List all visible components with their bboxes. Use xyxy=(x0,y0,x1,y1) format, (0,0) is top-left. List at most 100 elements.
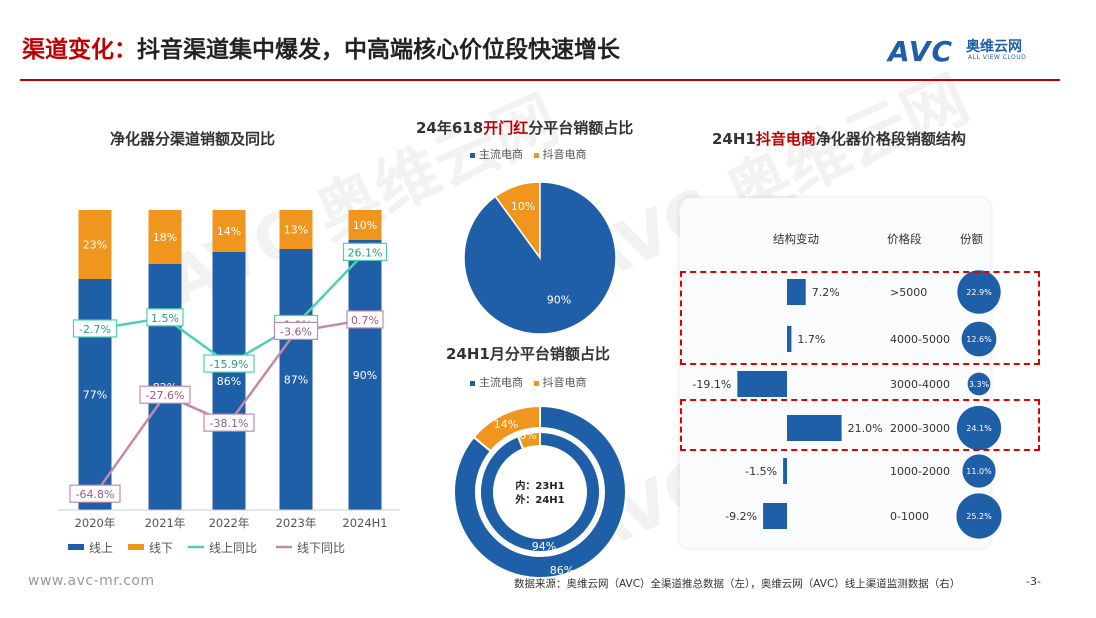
bar-label: 13% xyxy=(284,224,308,237)
change-bar xyxy=(783,458,787,484)
share-label: 24.1% xyxy=(966,424,992,433)
price-segment-label: 4000-5000 xyxy=(890,333,950,346)
change-bar xyxy=(787,326,792,352)
chart2-title: 24年618开门红分平台销额占比 xyxy=(416,117,633,138)
donut-slice xyxy=(453,404,627,579)
share-label: 22.9% xyxy=(966,288,992,297)
bar-online xyxy=(279,249,313,510)
legend-label: 线下 xyxy=(149,541,173,555)
logo-avc: AVC xyxy=(888,35,953,68)
yoy-label-box xyxy=(203,413,255,432)
change-label: 1.7% xyxy=(797,333,825,346)
chart4-title-part: 净化器价格段销额结构 xyxy=(815,130,966,148)
bar-label: 87% xyxy=(284,374,308,387)
logo-en: ALL VIEW CLOUD xyxy=(968,54,1027,61)
bar-label: 14% xyxy=(217,225,241,238)
legend-swatch xyxy=(533,152,539,158)
yoy-label-box xyxy=(342,242,388,261)
change-bar xyxy=(787,415,842,441)
donut-label: 14% xyxy=(494,418,518,431)
x-tick-label: 2021年 xyxy=(145,516,186,530)
bar-label: 10% xyxy=(353,219,377,232)
donut-label: 86% xyxy=(550,564,574,577)
yoy-label-box xyxy=(203,354,255,373)
header-price: 价格段 xyxy=(887,232,922,246)
chart2-legend: 主流电商 抖音电商 xyxy=(470,146,587,162)
header-change: 结构变动 xyxy=(773,232,819,246)
share-label: 11.0% xyxy=(966,467,992,476)
chart2-title-part: 分平台销额占比 xyxy=(528,119,634,137)
change-label: -9.2% xyxy=(725,510,757,523)
pie-slice xyxy=(463,181,617,335)
bar-offline xyxy=(212,210,246,252)
header-share: 份额 xyxy=(960,232,983,246)
legend-label: 主流电商 xyxy=(479,376,523,389)
share-bubble xyxy=(962,454,996,488)
x-tick-label: 2024H1 xyxy=(342,516,387,530)
donut-center-label: 外：24H1 xyxy=(514,493,564,506)
change-bar xyxy=(763,503,787,529)
bar-offline xyxy=(279,210,313,249)
legend-label: 线上同比 xyxy=(209,541,257,555)
page-title: 渠道变化：抖音渠道集中爆发，中高端核心价位段快速增长 xyxy=(22,30,620,64)
price-segment-label: 1000-2000 xyxy=(890,465,950,478)
chart1-title: 净化器分渠道销额及同比 xyxy=(110,130,276,148)
yoy-label-text: -2.7% xyxy=(79,323,111,336)
legend-swatch xyxy=(470,380,475,386)
yoy-label-text: -38.1% xyxy=(210,417,249,430)
logo-cn: 奥维云网 xyxy=(966,39,1022,55)
price-segment-label: >5000 xyxy=(890,286,927,299)
yoy-label: -15.9% xyxy=(203,354,255,373)
page-title-prefix: 渠道变化： xyxy=(22,37,137,63)
bar-online xyxy=(348,240,382,510)
bar-online xyxy=(78,279,112,510)
highlight-box-mid xyxy=(680,399,1040,451)
yoy-label: -3.6% xyxy=(273,321,319,340)
yoy-label: 26.1% xyxy=(342,242,388,261)
x-tick-label: 2023年 xyxy=(276,516,317,530)
chart1-legend: 线上 线下 线上同比 线下同比 xyxy=(68,541,345,555)
legend-label: 线下同比 xyxy=(297,541,345,555)
pie-label: 90% xyxy=(547,294,571,307)
yoy-label-text: -27.6% xyxy=(146,389,185,402)
change-label: -1.5% xyxy=(745,465,777,478)
chart4-title-part: 24H1 xyxy=(712,130,756,148)
bar-label: 77% xyxy=(83,389,107,402)
title-divider xyxy=(20,79,1060,81)
chart2-title-part: 24年618 xyxy=(416,119,484,137)
chart4-title: 24H1抖音电商净化器价格段销额结构 xyxy=(712,128,966,149)
legend-swatch xyxy=(470,152,475,158)
legend-swatch xyxy=(128,544,144,550)
price-panel xyxy=(680,198,990,548)
yoy-label-box xyxy=(146,308,184,327)
x-tick-label: 2020年 xyxy=(75,516,116,530)
footer-source: 数据来源：奥维云网（AVC）全渠道推总数据（左），奥维云网（AVC）线上渠道监测… xyxy=(514,578,961,590)
yoy-label: -2.7% xyxy=(72,319,118,338)
chart2-title-highlight: 开门红 xyxy=(483,119,529,137)
share-bubble xyxy=(956,493,1002,539)
page-number: -3- xyxy=(1026,575,1041,588)
price-segment-label: 2000-3000 xyxy=(890,422,950,435)
yoy-label: 0.7% xyxy=(346,310,384,329)
change-bar xyxy=(737,371,787,397)
bar-offline xyxy=(78,210,112,279)
change-label: 21.0% xyxy=(848,422,883,435)
legend-swatch xyxy=(68,544,84,550)
legend-label: 抖音电商 xyxy=(542,148,587,161)
bar-label: 18% xyxy=(153,231,177,244)
legend-label: 线上 xyxy=(89,541,113,555)
legend-label: 抖音电商 xyxy=(542,376,587,389)
yoy-label-box xyxy=(139,385,191,404)
bar-offline xyxy=(148,210,182,264)
footer-url: www.avc-mr.com xyxy=(28,573,155,589)
pie-label: 10% xyxy=(511,200,535,213)
page-title-main: 抖音渠道集中爆发，中高端核心价位段快速增长 xyxy=(137,37,620,63)
legend-label: 主流电商 xyxy=(479,148,523,161)
share-bubble xyxy=(956,405,1002,451)
chart3-legend: 主流电商 抖音电商 xyxy=(470,374,587,390)
price-segment-label: 0-1000 xyxy=(890,510,929,523)
donut-center-label: 内：23H1 xyxy=(515,479,564,492)
yoy-label-text: 1.5% xyxy=(151,312,179,325)
yoy-label-box xyxy=(69,484,121,503)
